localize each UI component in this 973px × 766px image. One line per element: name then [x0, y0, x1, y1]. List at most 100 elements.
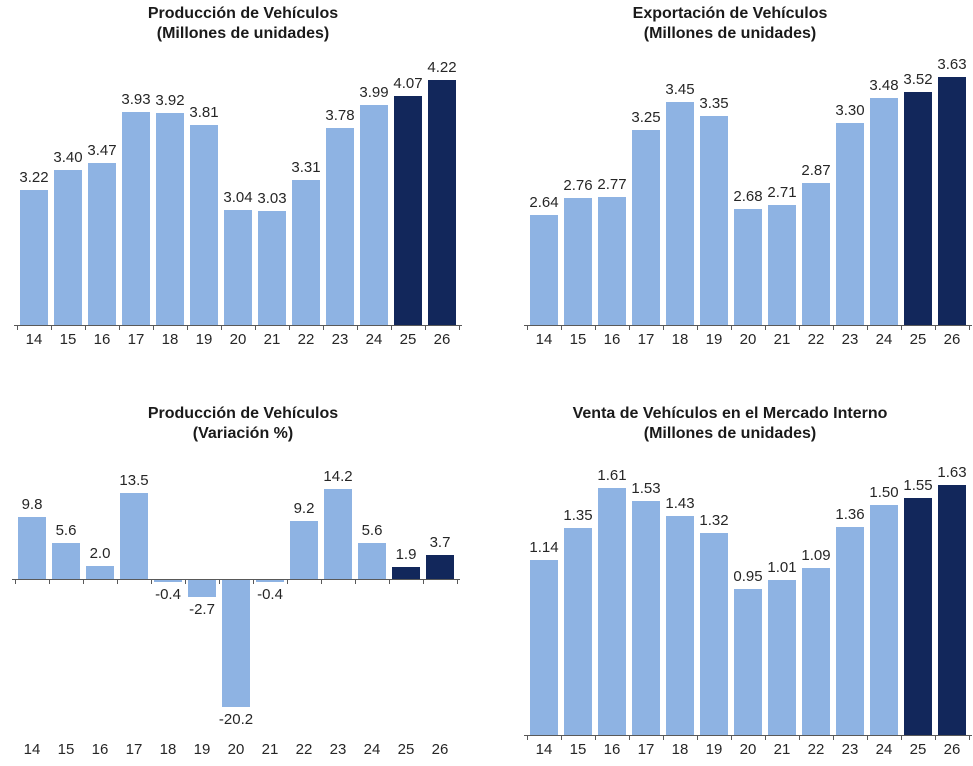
category-label: 21	[773, 331, 791, 348]
category-label: 21	[773, 741, 791, 758]
bar	[564, 198, 592, 325]
value-label: 9.2	[293, 499, 315, 517]
category-label: 23	[329, 741, 347, 758]
bar	[598, 488, 626, 735]
value-label: 3.47	[87, 141, 117, 159]
value-label: 3.63	[937, 55, 967, 73]
axis-tick	[425, 326, 426, 330]
axis-tick	[117, 579, 118, 584]
axis-tick	[595, 326, 596, 330]
axis-tick	[85, 326, 86, 330]
value-label: 3.22	[19, 169, 49, 187]
bar	[290, 520, 318, 579]
bar	[18, 516, 46, 579]
category-label: 21	[261, 741, 279, 758]
value-label: 1.43	[665, 494, 695, 512]
category-label: 23	[841, 741, 859, 758]
bar	[222, 579, 250, 707]
axis-tick	[901, 326, 902, 330]
chart-exportacion-millones: Exportación de Vehículos (Millones de un…	[487, 0, 973, 383]
axis-tick	[287, 579, 288, 584]
axis-tick	[219, 579, 220, 584]
value-label: 3.31	[291, 159, 321, 177]
value-label: 5.6	[55, 522, 77, 540]
axis-tick	[527, 326, 528, 330]
axis-tick	[731, 736, 732, 740]
axis-tick	[765, 736, 766, 740]
value-label: -2.7	[189, 600, 215, 618]
category-label: 22	[807, 331, 825, 348]
category-label: 26	[433, 331, 451, 348]
value-label: 14.2	[323, 467, 353, 485]
bar	[156, 113, 184, 325]
chart-title: Producción de Vehículos	[147, 5, 339, 22]
bar	[768, 205, 796, 325]
chart-subtitle: (Variación %)	[192, 425, 294, 442]
category-label: 20	[739, 331, 757, 348]
bar	[256, 579, 284, 583]
bar	[734, 589, 762, 735]
bar	[258, 211, 286, 325]
category-label: 15	[59, 331, 77, 348]
category-label: 24	[875, 331, 893, 348]
chart-venta-mercado-interno: Venta de Vehículos en el Mercado Interno…	[487, 383, 973, 766]
category-label: 16	[93, 331, 111, 348]
category-label: 15	[57, 741, 75, 758]
axis-tick	[83, 579, 84, 584]
bar	[358, 543, 386, 579]
value-label: 1.32	[699, 511, 729, 529]
bar	[904, 92, 932, 325]
category-label: 18	[671, 741, 689, 758]
chart-title-block: Producción de Vehículos (Variación %)	[0, 404, 486, 444]
category-label: 19	[705, 331, 723, 348]
axis-tick	[561, 326, 562, 330]
value-label: 3.40	[53, 149, 83, 167]
x-axis-labels: 14 15 16 17 18 19 20 21 22 23 24 25 26	[527, 741, 969, 758]
bar	[190, 125, 218, 325]
value-label: 3.04	[223, 189, 253, 207]
value-label: 5.6	[361, 522, 383, 540]
category-label: 23	[331, 331, 349, 348]
axis-tick	[151, 579, 152, 584]
bar	[734, 209, 762, 325]
category-label: 15	[569, 741, 587, 758]
bar	[904, 497, 932, 735]
category-label: 16	[91, 741, 109, 758]
bar	[188, 579, 216, 597]
category-label: 17	[637, 741, 655, 758]
axis-tick	[321, 579, 322, 584]
axis-tick	[49, 579, 50, 584]
axis-tick	[867, 326, 868, 330]
axis-tick	[969, 736, 970, 740]
category-label: 25	[397, 741, 415, 758]
value-label: 3.35	[699, 94, 729, 112]
chart-subtitle: (Millones de unidades)	[643, 425, 817, 442]
value-label: 3.52	[903, 71, 933, 89]
chart-title: Exportación de Vehículos	[632, 5, 828, 22]
category-label: 26	[943, 741, 961, 758]
bar	[324, 488, 352, 579]
category-label: 19	[195, 331, 213, 348]
value-label: 2.68	[733, 188, 763, 206]
axis-tick	[595, 736, 596, 740]
chart-title: Producción de Vehículos	[147, 405, 339, 422]
bar	[802, 182, 830, 325]
category-label: 14	[23, 741, 41, 758]
bar	[154, 579, 182, 583]
axis-tick	[221, 326, 222, 330]
axis-tick	[833, 736, 834, 740]
axis-tick	[697, 326, 698, 330]
category-label: 20	[227, 741, 245, 758]
value-label: 1.53	[631, 479, 661, 497]
axis-tick	[153, 326, 154, 330]
axis-tick	[357, 326, 358, 330]
value-label: 1.35	[563, 507, 593, 525]
bar	[122, 111, 150, 325]
bar	[224, 210, 252, 325]
value-label: 3.99	[359, 84, 389, 102]
x-axis-labels: 14 15 16 17 18 19 20 21 22 23 24 25 26	[527, 331, 969, 348]
chart-subtitle: (Millones de unidades)	[156, 25, 330, 42]
axis-tick	[253, 579, 254, 584]
value-label: -20.2	[218, 711, 254, 729]
value-label: 3.78	[325, 107, 355, 125]
